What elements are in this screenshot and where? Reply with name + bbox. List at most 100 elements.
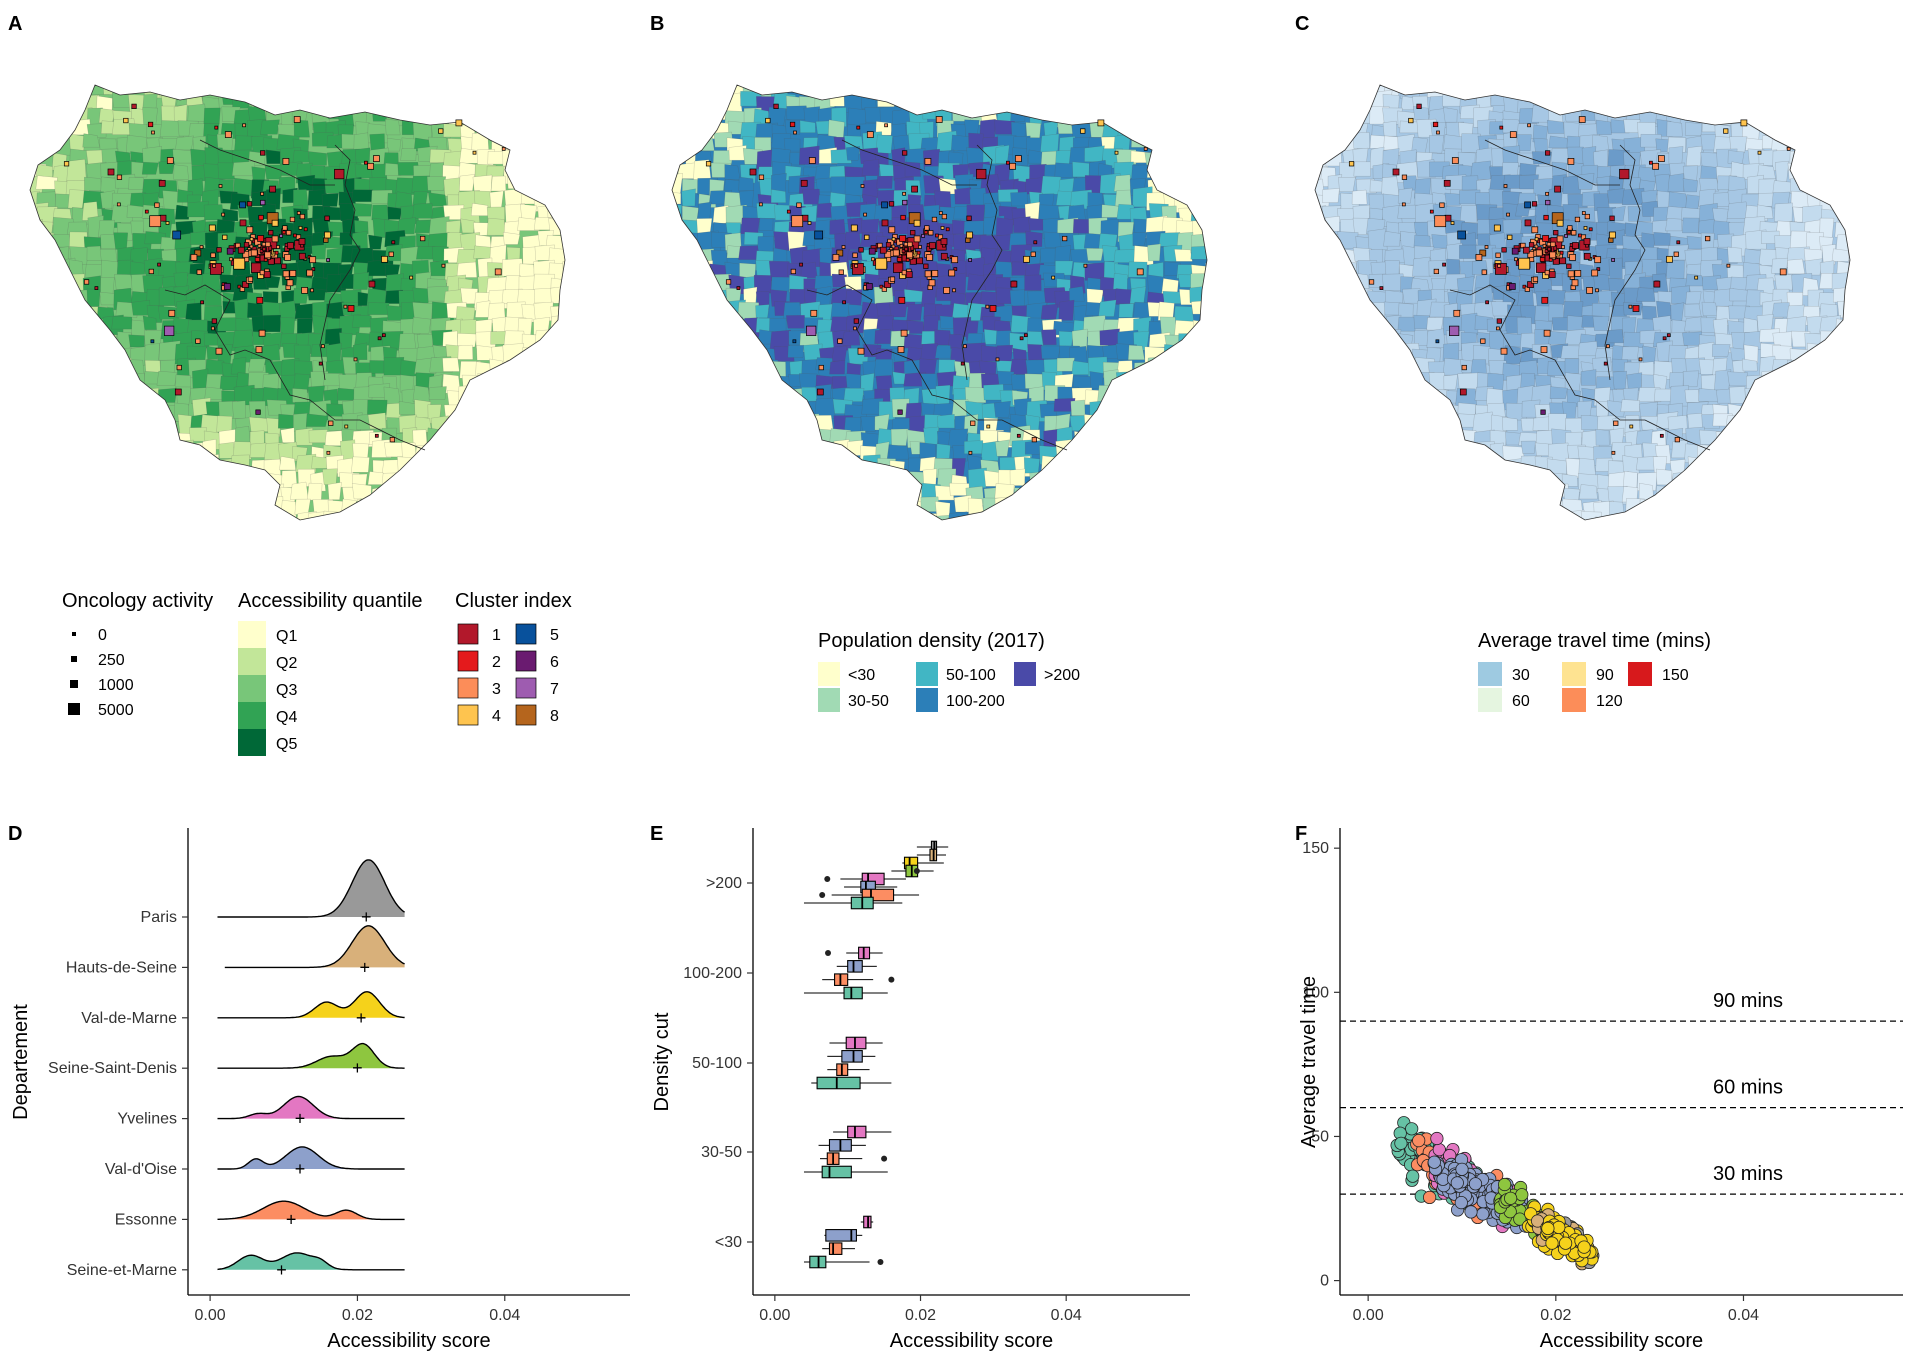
commune [1802, 482, 1819, 498]
commune [1848, 189, 1850, 205]
facility-square [158, 179, 166, 187]
commune [712, 427, 732, 446]
commune [1446, 425, 1465, 441]
commune [1114, 413, 1136, 433]
commune [128, 416, 149, 434]
commune [397, 90, 413, 106]
commune [707, 441, 727, 462]
facility-square [1586, 287, 1593, 294]
outlier [819, 892, 826, 898]
commune [1621, 187, 1646, 205]
commune [728, 511, 749, 520]
commune [30, 488, 42, 504]
commune [847, 472, 871, 491]
commune [352, 272, 370, 290]
commune [682, 386, 702, 404]
commune [488, 404, 506, 423]
commune [1461, 175, 1479, 191]
commune [1039, 204, 1060, 221]
facility-square [1033, 240, 1038, 245]
commune [1835, 163, 1850, 180]
facility-square [239, 219, 247, 227]
scatter-point [1454, 1196, 1468, 1210]
commune [1176, 515, 1197, 520]
commune [1726, 469, 1749, 485]
commune [1143, 373, 1164, 390]
commune [1326, 459, 1345, 473]
commune [385, 488, 404, 507]
legend-cluster-swatch [457, 623, 479, 645]
commune [1162, 458, 1184, 471]
commune [534, 176, 551, 192]
facility-square [1501, 247, 1507, 253]
commune [1746, 374, 1767, 397]
commune [672, 440, 687, 460]
commune [417, 472, 438, 493]
commune [1088, 93, 1107, 113]
facility-square [263, 271, 271, 278]
facility-square [1509, 131, 1517, 138]
facility-square [884, 123, 888, 128]
commune [1009, 289, 1025, 308]
commune [1804, 150, 1823, 170]
commune [386, 305, 404, 321]
commune [724, 164, 741, 180]
commune [1402, 446, 1417, 465]
commune [1819, 443, 1840, 464]
x-tick-label: 0.04 [1051, 1307, 1082, 1324]
legend-cluster-label: 5 [550, 627, 559, 644]
facility-square [144, 209, 149, 214]
commune [672, 515, 682, 520]
facility-square [149, 215, 162, 228]
commune [1398, 471, 1416, 492]
facility-square [904, 247, 909, 252]
x-tick-label: 0.04 [489, 1307, 520, 1324]
commune [1550, 91, 1570, 105]
commune [1192, 320, 1207, 341]
commune [159, 470, 181, 491]
commune [1159, 177, 1182, 193]
commune [1822, 105, 1836, 120]
commune [1804, 95, 1823, 113]
commune [1807, 342, 1823, 362]
legend-quantile-swatch [238, 702, 266, 729]
facility-square [885, 242, 892, 248]
commune [1414, 501, 1433, 520]
facility-square [928, 279, 936, 287]
commune [1491, 486, 1512, 504]
facility-square [968, 450, 973, 455]
commune [563, 359, 565, 380]
legend-density-swatch [916, 662, 938, 686]
legend-quantile-swatch [238, 621, 266, 648]
commune [547, 204, 565, 218]
commune [54, 85, 76, 103]
commune [723, 430, 744, 451]
commune [86, 245, 103, 261]
commune [1777, 439, 1799, 462]
commune [1760, 488, 1784, 508]
commune [699, 416, 718, 436]
facility-square [321, 344, 325, 349]
commune [1716, 486, 1739, 507]
facility-square [1434, 215, 1447, 228]
commune [41, 361, 61, 379]
commune [66, 159, 87, 182]
commune [1774, 202, 1793, 222]
facility-square [260, 150, 266, 156]
facility-square [749, 168, 757, 176]
facility-square [800, 179, 808, 187]
commune [1817, 426, 1835, 447]
facility-square [282, 270, 290, 278]
box [816, 1076, 861, 1090]
commune [175, 500, 198, 520]
commune [251, 514, 268, 520]
commune [1340, 439, 1359, 456]
commune [564, 233, 565, 253]
commune [1054, 471, 1071, 487]
y-tick-label: 0 [1320, 1273, 1329, 1290]
commune [1685, 105, 1705, 120]
legend-cluster-title: Cluster index [455, 590, 572, 612]
commune [672, 246, 683, 267]
facility-square [1583, 252, 1591, 260]
